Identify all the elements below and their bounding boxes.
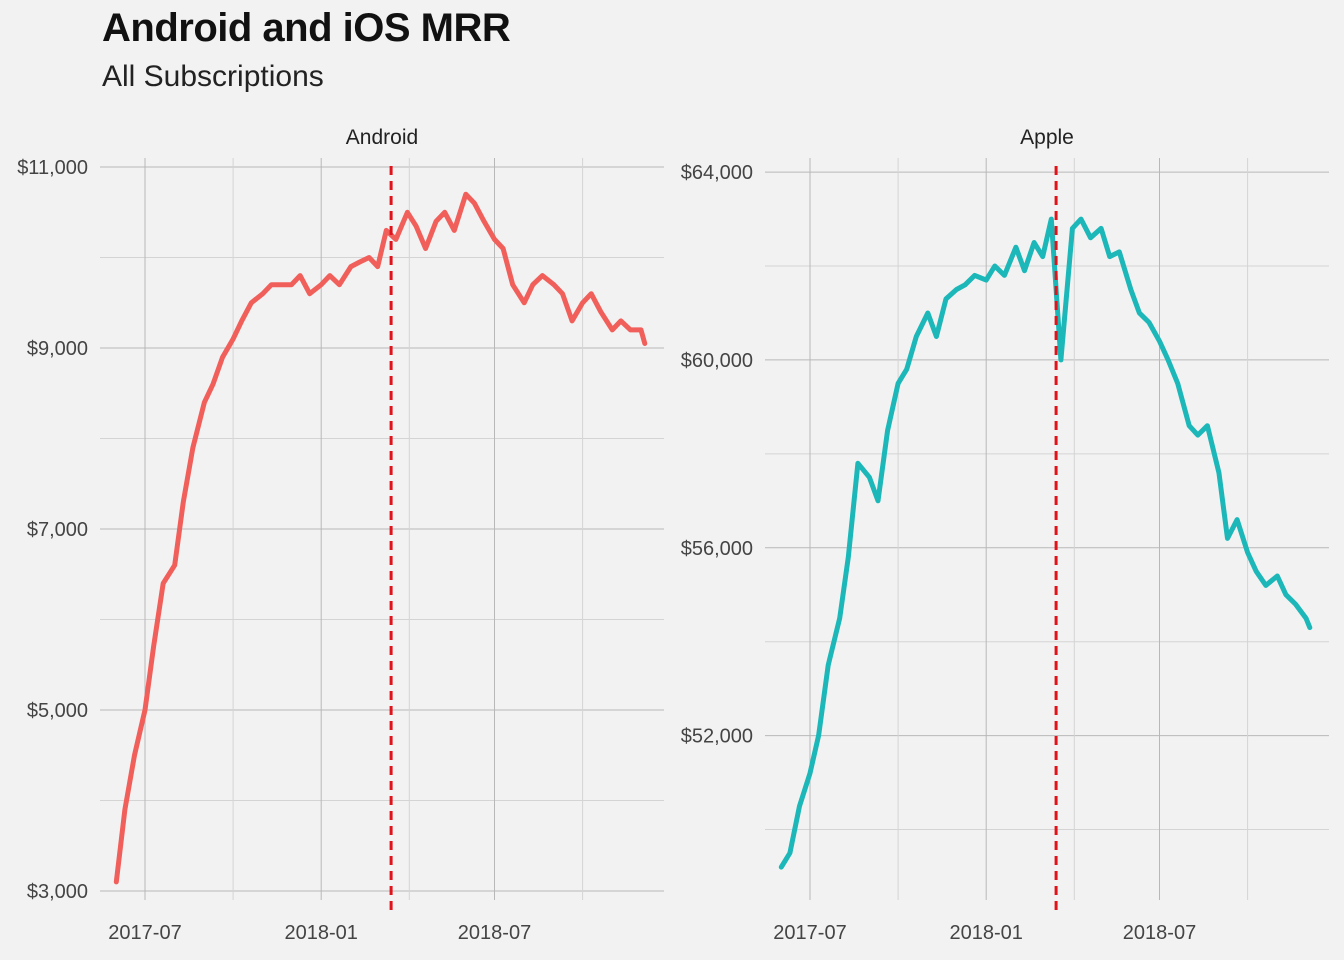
y-tick-label: $5,000 [27,700,88,722]
series-line-android [113,191,648,885]
x-tick-label: 2018-07 [458,922,531,944]
x-tick-label: 2018-01 [949,922,1022,944]
series-line-apple [778,216,1313,870]
y-tick-label: $64,000 [681,162,753,184]
y-tick-label: $52,000 [681,726,753,748]
chart-title: Android and iOS MRR [102,6,511,50]
x-tick-label: 2017-07 [773,922,846,944]
facet-label: Apple [1020,126,1074,149]
y-tick-label: $3,000 [27,881,88,903]
facet-label: Android [346,126,418,149]
y-tick-label: $11,000 [17,157,88,179]
y-tick-label: $9,000 [27,338,88,360]
y-tick-label: $60,000 [681,350,753,372]
x-tick-label: 2017-07 [108,922,181,944]
y-tick-label: $7,000 [27,519,88,541]
facet-panel-apple: Apple $52,000 $56,000 $60,000 $64,000 2017-07… [681,126,1329,944]
x-tick-label: 2018-01 [284,922,357,944]
x-tick-label: 2018-07 [1123,922,1196,944]
y-tick-label: $56,000 [681,538,753,560]
chart-subtitle: All Subscriptions [102,60,324,93]
facet-panel-android: Android $3,000 $5,000 $7,000 $9,000 $11,000 20… [17,126,664,944]
